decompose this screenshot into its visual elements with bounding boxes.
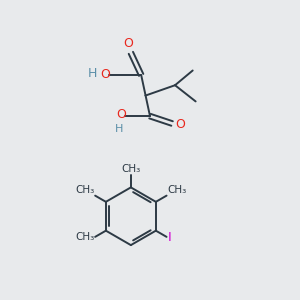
Text: O: O bbox=[175, 118, 185, 131]
Text: CH₃: CH₃ bbox=[75, 232, 94, 242]
Text: CH₃: CH₃ bbox=[121, 164, 140, 174]
Text: I: I bbox=[168, 231, 172, 244]
Text: H: H bbox=[115, 124, 123, 134]
Text: H: H bbox=[88, 67, 98, 80]
Text: CH₃: CH₃ bbox=[168, 185, 187, 195]
Text: O: O bbox=[117, 108, 126, 121]
Text: CH₃: CH₃ bbox=[75, 185, 94, 195]
Text: O: O bbox=[123, 38, 133, 50]
Text: O: O bbox=[100, 68, 110, 81]
